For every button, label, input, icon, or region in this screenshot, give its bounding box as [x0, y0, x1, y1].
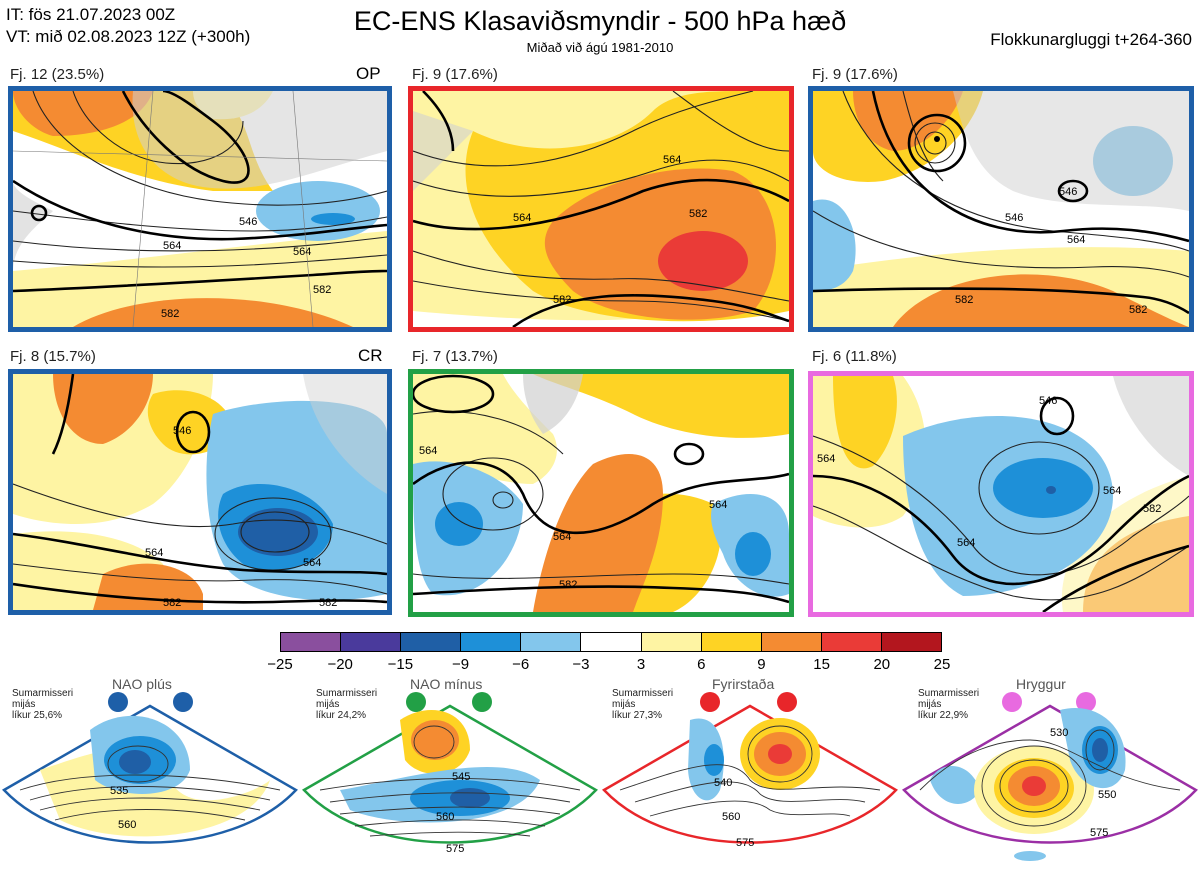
colorbar-tick-label: 9	[757, 656, 766, 673]
contour-label: 560	[722, 811, 740, 823]
contour-label: 582	[689, 208, 707, 220]
contour-label: 575	[736, 837, 754, 849]
colorbar-tick-label: 25	[933, 656, 951, 673]
colorbar-swatch	[340, 633, 401, 651]
colorbar-swatch	[520, 633, 581, 651]
panel-2-label: Fj. 9 (17.6%)	[412, 66, 498, 83]
panel-6-label: Fj. 6 (11.8%)	[812, 348, 897, 365]
contour-label: 575	[446, 843, 464, 855]
valid-time: VT: mið 02.08.2023 12Z (+300h)	[6, 27, 251, 46]
regime-note: Sumarmisseri mijás líkur 25,6%	[12, 688, 74, 721]
regime-blocking: Sumarmisseri mijás líkur 27,3% Fyrirstaða …	[600, 676, 900, 871]
panel-4-label: Fj. 8 (15.7%)	[10, 348, 96, 365]
contour-label: 545	[452, 771, 470, 783]
contour-label: 582	[955, 294, 973, 306]
colorbar-tick-label: 15	[813, 656, 830, 673]
regime-nao-minus: Sumarmisseri mijás líkur 24,2% NAO mínus 5…	[300, 676, 600, 871]
colorbar-swatch	[460, 633, 521, 651]
colorbar-tick-label: −3	[572, 656, 590, 673]
colorbar-swatch	[640, 633, 701, 651]
contour-label: 564	[303, 557, 321, 569]
colorbar-tick-label: −25	[267, 656, 293, 673]
regime-title: Hryggur	[1016, 676, 1066, 692]
colorbar-tick-label: −20	[327, 656, 353, 673]
regime-title: NAO plús	[112, 676, 172, 692]
header-run-info: IT: fös 21.07.2023 00Z VT: mið 02.08.202…	[6, 4, 250, 48]
classification-window: Flokkunargluggi t+264-360	[990, 30, 1192, 49]
contour-label: 560	[436, 811, 454, 823]
panel-3-label: Fj. 9 (17.6%)	[812, 66, 898, 83]
colorbar	[280, 632, 942, 652]
panel-4-tag: CR	[358, 346, 383, 365]
contour-label: 582	[1129, 304, 1147, 316]
colorbar-tick-label: −9	[451, 656, 470, 673]
colorbar-swatch	[880, 633, 942, 651]
colorbar-swatch	[700, 633, 761, 651]
contour-label: 564	[293, 246, 311, 258]
contour-label: 582	[313, 284, 331, 296]
colorbar-swatch	[580, 633, 641, 651]
cluster-map-panel-1: 546 564 564 582 582	[8, 86, 392, 332]
initial-time: IT: fös 21.07.2023 00Z	[6, 5, 176, 24]
contour-label: 546	[173, 425, 191, 437]
contour-label: 575	[1090, 827, 1108, 839]
colorbar-tick-label: 3	[636, 656, 646, 673]
panel-1-tag: OP	[356, 64, 381, 83]
cluster-map-panel-3: 546 546 564 582 582	[808, 86, 1194, 332]
contour-label: 582	[553, 294, 571, 306]
contour-label: 564	[145, 547, 163, 559]
colorbar-tick-label: 20	[873, 656, 891, 673]
contour-label: 530	[1050, 727, 1068, 739]
contour-label: 582	[559, 579, 577, 591]
colorbar-swatch	[760, 633, 821, 651]
colorbar-swatch	[400, 633, 461, 651]
cluster-map-panel-4: 546 564 564 582 582	[8, 369, 392, 615]
contour-label: 535	[110, 785, 128, 797]
contour-label: 564	[553, 531, 571, 543]
colorbar-tick-label: −6	[512, 656, 530, 673]
panel-5-label: Fj. 7 (13.7%)	[412, 348, 498, 365]
panel-1-label: Fj. 12 (23.5%)	[10, 66, 105, 83]
contour-label: 564	[709, 499, 727, 511]
regime-ridge: Sumarmisseri mijás líkur 22,9% Hryggur 530…	[900, 676, 1200, 871]
contour-label: 564	[513, 212, 531, 224]
contour-label: 582	[319, 597, 337, 609]
regime-title: Fyrirstaða	[712, 676, 775, 692]
cluster-map-panel-5: 564 564 564 582	[408, 369, 794, 617]
contour-label: 540	[714, 777, 732, 789]
contour-label: 564	[957, 537, 975, 549]
contour-label: 564	[663, 154, 681, 166]
page-title: EC-ENS Klasaviðsmyndir - 500 hPa hæð	[353, 6, 847, 36]
colorbar-swatch	[820, 633, 881, 651]
contour-label: 560	[118, 819, 136, 831]
regime-note: Sumarmisseri mijás líkur 24,2%	[316, 688, 378, 721]
colorbar-tick-label: 6	[697, 656, 706, 673]
contour-label: 564	[163, 240, 181, 252]
regime-title: NAO mínus	[410, 676, 483, 692]
cluster-map-panel-2: 564 564 582 582	[408, 86, 794, 332]
contour-label: 564	[817, 453, 835, 465]
cluster-map-panel-6: 546 564 564 564 582	[808, 371, 1194, 617]
regime-note: Sumarmisseri mijás líkur 22,9%	[918, 688, 980, 721]
contour-label: 582	[161, 308, 179, 320]
contour-label: 564	[1067, 234, 1085, 246]
regime-note: Sumarmisseri mijás líkur 27,3%	[612, 688, 674, 721]
contour-label: 582	[1143, 503, 1161, 515]
contour-label: 546	[239, 216, 257, 228]
colorbar-tick-label: −15	[387, 656, 414, 673]
contour-label: 550	[1098, 789, 1116, 801]
contour-label: 564	[419, 445, 437, 457]
contour-label: 546	[1005, 212, 1023, 224]
contour-label: 564	[1103, 485, 1121, 497]
colorbar-swatch	[281, 633, 341, 651]
page-subtitle: Miðað við ágú 1981-2010	[526, 40, 674, 55]
contour-label: 582	[163, 597, 181, 609]
regime-nao-plus: Sumarmisseri mijás líkur 25,6% NAO plús 53…	[0, 676, 300, 871]
contour-label: 546	[1059, 186, 1077, 198]
contour-label: 546	[1039, 395, 1057, 407]
